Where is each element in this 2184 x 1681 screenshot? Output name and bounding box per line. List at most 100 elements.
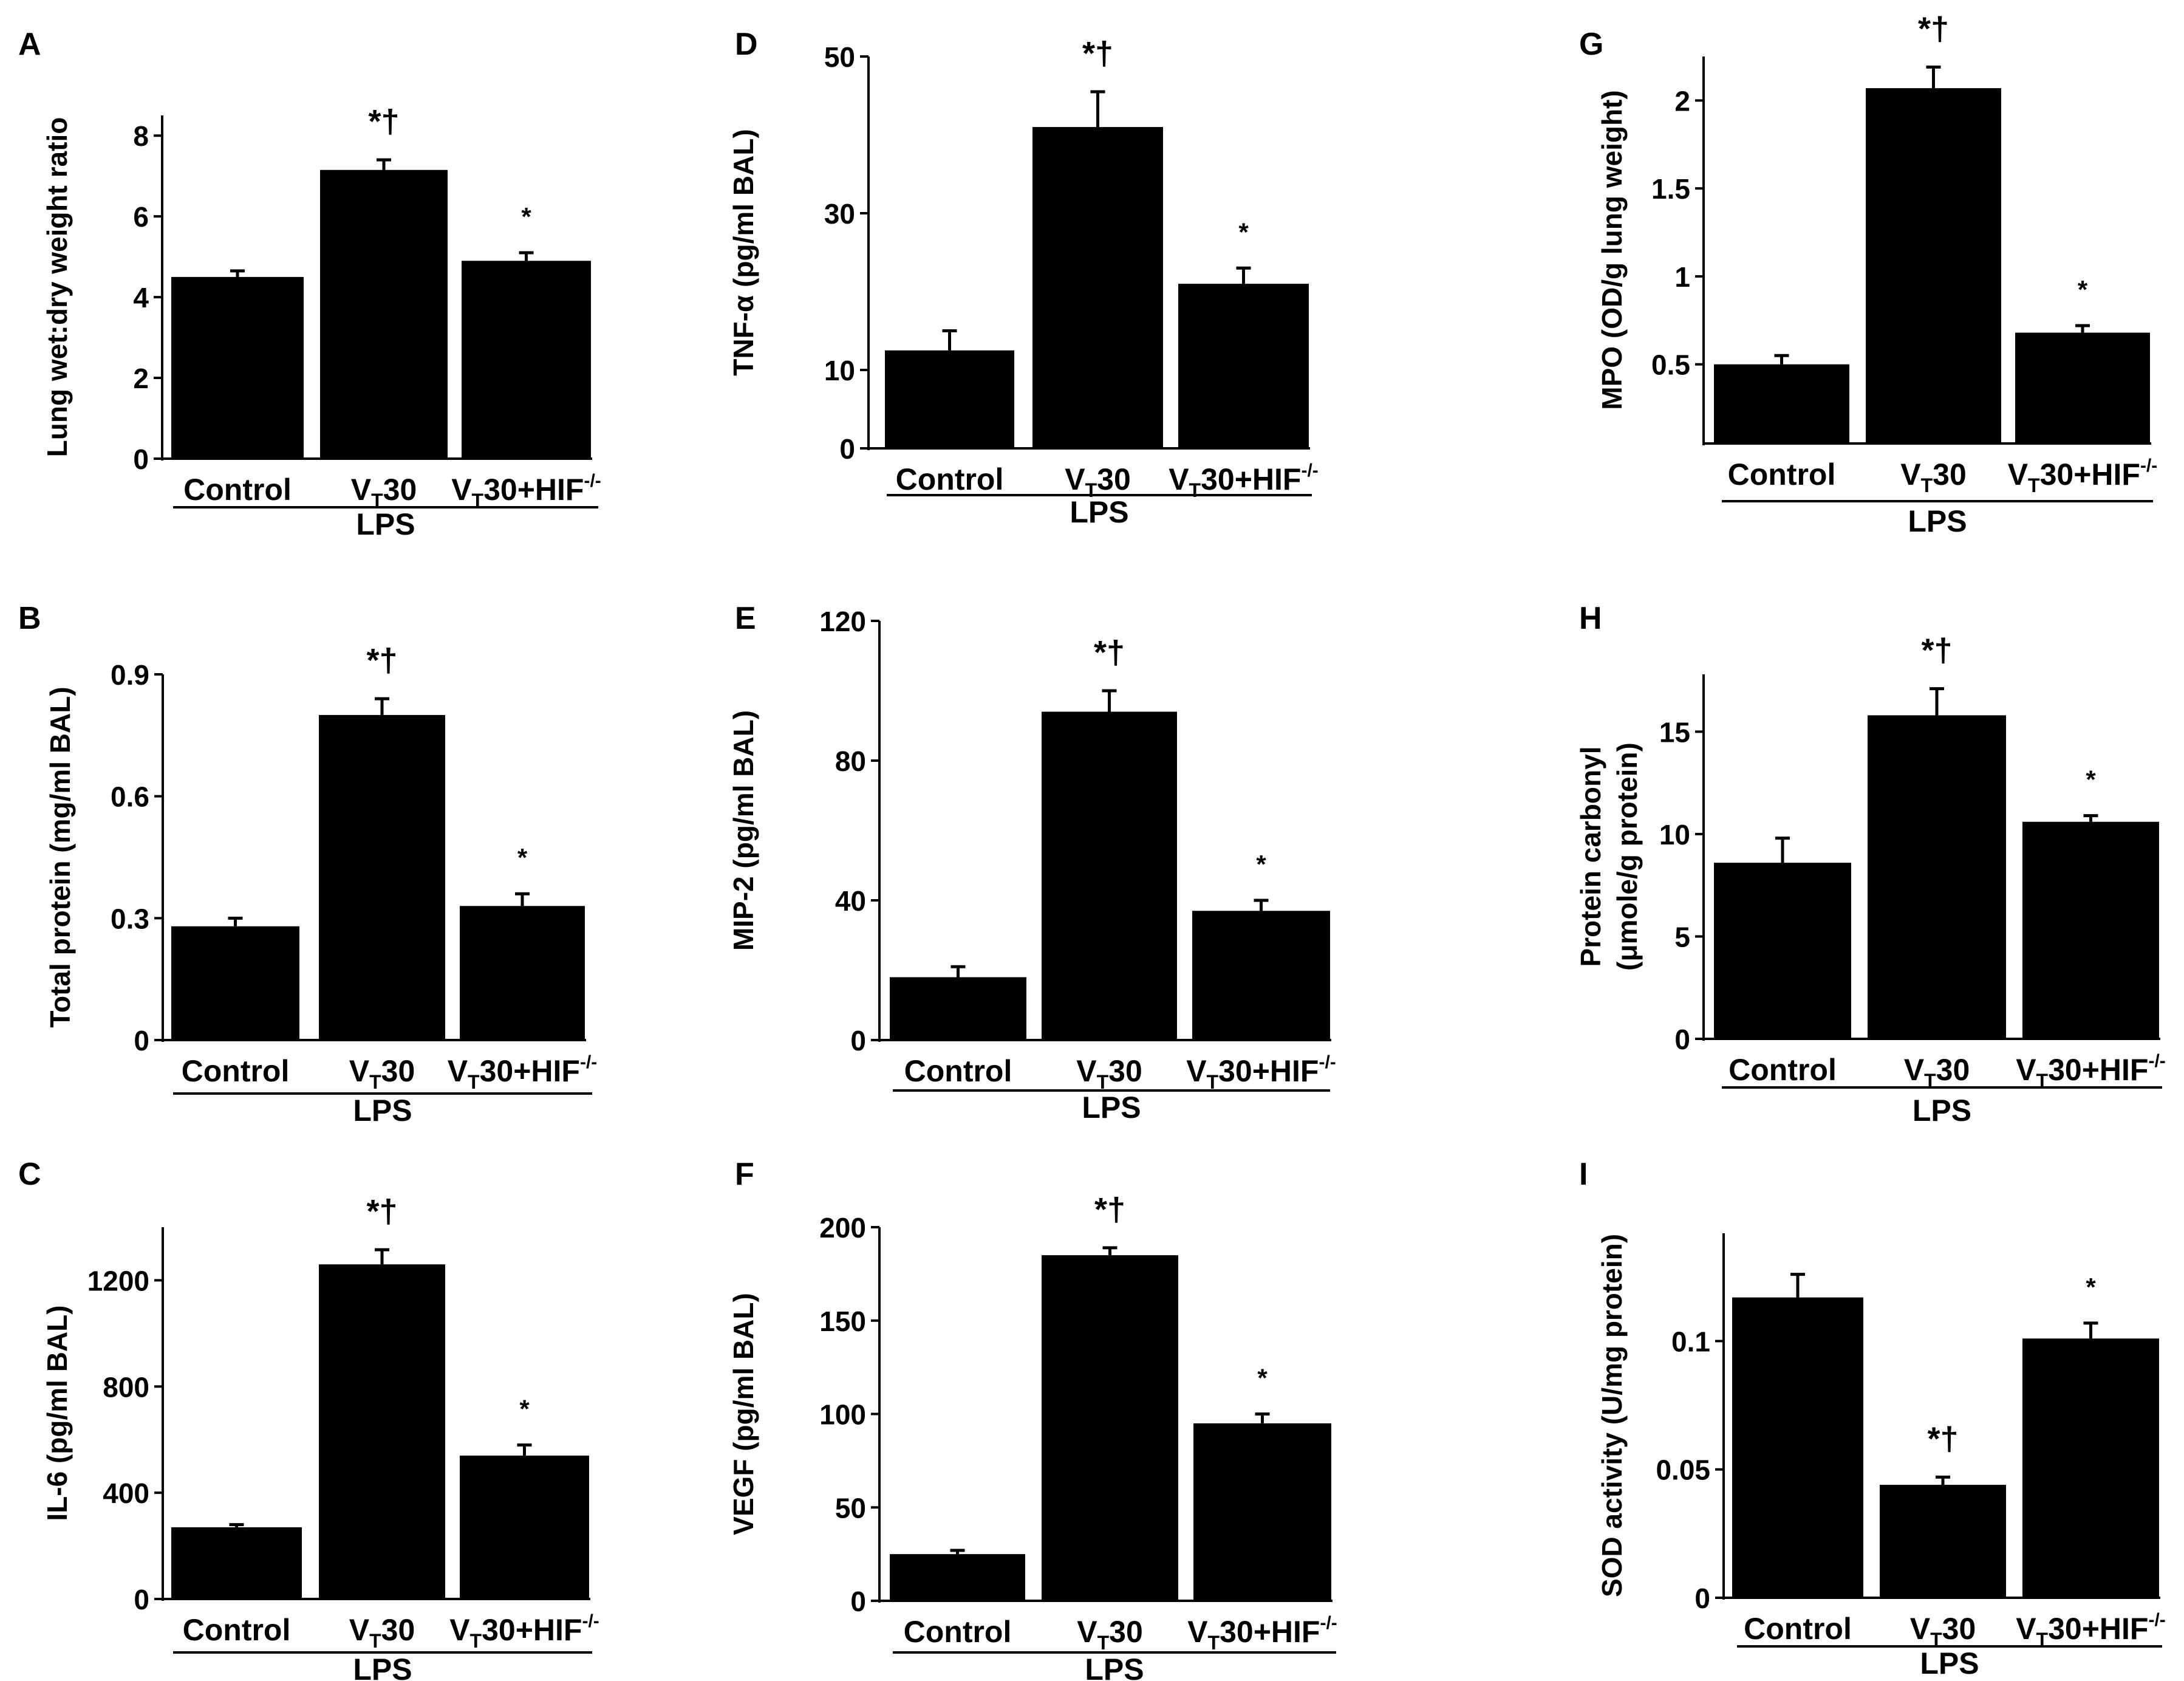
x-tick-label: VT30+HIF-/- — [2016, 1051, 2166, 1092]
y-tick-label: 4 — [133, 282, 149, 313]
bar — [1732, 1297, 1863, 1598]
panel-f: F 0 50 100 150 200 VEGF (pg/ml BAL) Control *† VT… — [728, 1157, 1337, 1681]
y-tick-label: 80 — [835, 745, 866, 777]
significance-marker: *† — [366, 642, 397, 679]
y-tick-label: 0 — [134, 1025, 149, 1056]
y-tick-label: 0.3 — [111, 903, 149, 934]
group-label: LPS — [356, 507, 415, 541]
y-tick-label: 40 — [835, 885, 866, 917]
y-axis-label: IL-6 (pg/ml BAL) — [41, 1305, 73, 1521]
x-tick-label: Control — [1744, 1612, 1852, 1646]
y-tick-label: 5 — [1674, 921, 1690, 953]
y-tick-label: 50 — [824, 41, 855, 73]
y-tick-label: 120 — [819, 606, 866, 637]
panel-b: B 0 0.3 0.6 0.9 Total protein (mg/ml BAL) Cont… — [18, 601, 597, 1128]
x-tick-label: VT30 — [1077, 1615, 1143, 1654]
y-tick-label: 0.05 — [1656, 1454, 1710, 1486]
y-tick-label: 400 — [103, 1477, 149, 1509]
panel-letter: D — [735, 27, 758, 62]
y-tick-label: 150 — [819, 1306, 866, 1337]
x-tick-label: VT30 — [349, 1613, 415, 1652]
y-axis-label: TNF-α (pg/ml BAL) — [728, 129, 759, 375]
significance-marker: * — [2086, 765, 2096, 794]
x-tick-label: Control — [182, 1054, 290, 1088]
y-tick-label: 0 — [1694, 1583, 1710, 1614]
y-tick-label: 0 — [850, 1025, 866, 1056]
group-label: LPS — [1085, 1652, 1144, 1681]
significance-marker: *† — [368, 103, 399, 140]
x-tick-label: VT30 — [351, 473, 417, 512]
y-tick-label: 0.5 — [1651, 349, 1690, 381]
y-tick-label: 50 — [835, 1492, 866, 1524]
significance-marker: *† — [366, 1193, 397, 1230]
significance-marker: * — [519, 1394, 530, 1423]
x-tick-label: VT30+HIF-/- — [2008, 456, 2158, 496]
significance-marker: * — [1238, 217, 1249, 246]
panel-h: H 0 5 10 15 Protein carbonyl (μmole/g protein)… — [1575, 601, 2166, 1128]
x-tick-label: VT30 — [1065, 462, 1131, 501]
x-tick-label: Control — [904, 1054, 1012, 1088]
y-tick-label: 0 — [850, 1586, 866, 1617]
panel-d: D 0 10 30 50 TNF-α (pg/ml BAL) Control *† VT30 * V… — [728, 27, 1319, 529]
significance-marker: * — [2086, 1273, 2096, 1301]
bar — [460, 1455, 589, 1599]
x-tick-label: Control — [904, 1615, 1012, 1649]
y-tick-label: 0 — [133, 443, 149, 475]
bar — [890, 977, 1026, 1040]
significance-marker: *† — [1918, 10, 1949, 47]
significance-marker: * — [521, 202, 531, 231]
x-tick-label: VT30 — [1900, 457, 1967, 496]
panel-letter: H — [1579, 601, 1602, 636]
y-tick-label: 10 — [824, 355, 855, 386]
bar — [890, 1554, 1025, 1601]
x-tick-label: VT30+HIF-/- — [449, 1611, 599, 1652]
panel-letter: B — [18, 601, 41, 636]
significance-marker: *† — [1082, 35, 1113, 72]
significance-marker: * — [517, 843, 528, 872]
y-axis-label: MPO (OD/g lung weight) — [1596, 90, 1628, 409]
x-tick-label: Control — [896, 462, 1004, 496]
y-tick-label: 1200 — [87, 1265, 149, 1296]
y-axis-label: Lung wet:dry weight ratio — [41, 117, 73, 457]
x-tick-label: VT30+HIF-/- — [2016, 1610, 2166, 1651]
bar — [1032, 127, 1163, 449]
significance-marker: *† — [1921, 632, 1952, 669]
bar — [171, 276, 304, 459]
bar — [1178, 284, 1309, 448]
bar — [2022, 1338, 2159, 1598]
significance-marker: * — [2078, 275, 2088, 304]
group-label: LPS — [1082, 1090, 1141, 1125]
bar — [1866, 88, 2001, 444]
bar — [885, 350, 1014, 448]
y-tick-label: 0.6 — [111, 781, 149, 813]
x-tick-label: VT30 — [1910, 1612, 1976, 1651]
panel-letter: A — [18, 27, 41, 62]
x-tick-label: VT30 — [1076, 1054, 1142, 1093]
panel-letter: E — [735, 601, 756, 636]
x-tick-label: Control — [1728, 457, 1836, 491]
group-label: LPS — [1913, 1094, 1971, 1128]
bar — [1714, 863, 1851, 1039]
x-tick-label: Control — [1728, 1053, 1837, 1087]
panel-i: I 0 0.05 0.1 SOD activity (U/mg protein) Cont… — [1579, 1157, 2166, 1680]
panel-letter: G — [1579, 27, 1603, 62]
bar — [2015, 332, 2150, 443]
bar — [1880, 1485, 2006, 1598]
y-tick-label: 2 — [133, 363, 149, 394]
y-tick-label: 0.1 — [1671, 1326, 1710, 1357]
y-tick-label: 30 — [824, 198, 855, 230]
group-label: LPS — [353, 1094, 412, 1128]
panel-c: C 0 400 800 1200 IL-6 (pg/ml BAL) Control *† VT3… — [18, 1157, 599, 1681]
panel-letter: F — [735, 1157, 754, 1192]
bar — [320, 169, 448, 459]
x-tick-label: VT30+HIF-/- — [1187, 1613, 1337, 1654]
y-tick-label: 1.5 — [1651, 173, 1690, 205]
y-tick-label: 0 — [1674, 1024, 1690, 1055]
bar — [1193, 1423, 1331, 1601]
y-axis-label: SOD activity (U/mg protein) — [1596, 1234, 1628, 1597]
y-tick-label: 800 — [103, 1371, 149, 1403]
y-tick-label: 6 — [133, 201, 149, 233]
x-tick-label: Control — [183, 1613, 291, 1647]
y-tick-label: 8 — [133, 120, 149, 152]
x-tick-label: Control — [183, 473, 292, 507]
